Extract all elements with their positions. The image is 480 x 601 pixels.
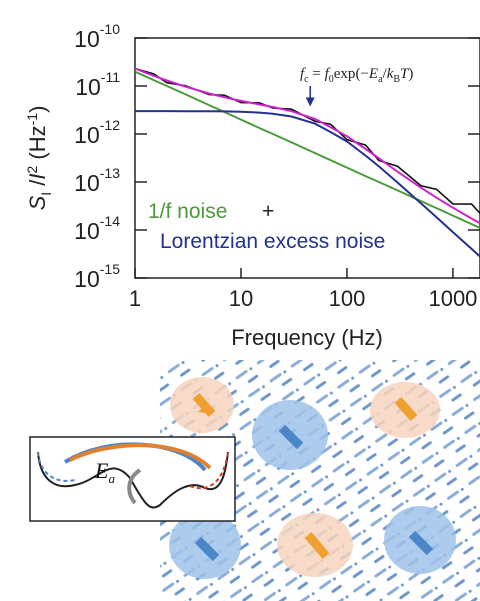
text-part: -15: [100, 261, 120, 277]
y-tick-label: 10-11: [75, 69, 120, 100]
text-part: c: [304, 74, 309, 85]
text-part: =: [309, 66, 325, 82]
legend-text: +: [262, 200, 274, 223]
text-part: S: [25, 195, 50, 210]
y-tick-label: 10-14: [74, 213, 120, 244]
text-part: 0: [329, 74, 334, 85]
x-tick-label: 10: [229, 286, 253, 311]
y-tick-label: 10-10: [74, 21, 120, 52]
text-part: 10: [75, 74, 101, 100]
text-part: ): [408, 66, 413, 82]
text-part: 10: [74, 266, 100, 292]
text-part: a: [378, 74, 383, 85]
x-tick-label: 100: [329, 286, 366, 311]
series-line: [135, 70, 480, 229]
text-part: 10: [74, 122, 100, 148]
legend-text: 1/f noise: [148, 200, 227, 223]
y-tick-label: 10-13: [74, 165, 120, 196]
illustration: Ea: [29, 360, 480, 601]
text-part: ): [25, 106, 50, 113]
text-part: (−: [355, 66, 368, 82]
text-part: E: [368, 66, 378, 82]
text-part: -1: [24, 113, 40, 126]
text-part: 10: [74, 26, 100, 52]
text-part: 10: [74, 218, 100, 244]
text-part: f: [300, 66, 306, 82]
text-part: 2: [24, 165, 40, 173]
text-part: /: [383, 66, 388, 82]
text-part: -14: [100, 213, 120, 229]
text-part: 10: [74, 170, 100, 196]
series-line: [135, 110, 480, 258]
energy-inset: Ea: [29, 436, 236, 522]
y-tick-label: 10-12: [74, 117, 120, 148]
spin-clusters: [169, 377, 456, 579]
text-part: T: [400, 66, 410, 82]
text-part: /: [25, 179, 50, 192]
text-part: -12: [100, 117, 120, 133]
text-part: -10: [100, 21, 120, 37]
legend-text: Lorentzian excess noise: [160, 230, 385, 253]
y-tick-label: 10-15: [74, 261, 120, 292]
text-part: E: [94, 458, 109, 483]
text-part: exp: [334, 66, 356, 82]
text-part: I: [25, 173, 50, 179]
series-line: [135, 67, 480, 224]
x-tick-label: 1000: [428, 286, 477, 311]
text-part: I: [38, 192, 54, 196]
text-part: (Hz: [25, 125, 50, 165]
text-part: -11: [101, 69, 120, 85]
x-tick-label: 1: [129, 286, 141, 311]
plot-frame: [134, 37, 480, 279]
text-part: B: [393, 74, 400, 85]
y-axis-label: SI /I2 (Hz-1): [24, 106, 54, 211]
text-part: -13: [100, 165, 120, 181]
text-part: a: [108, 471, 115, 486]
barrier-label: Ea: [94, 458, 115, 486]
x-axis-label: Frequency (Hz): [231, 325, 383, 350]
annotation: fc = f0exp(−Ea/kBT): [300, 66, 413, 85]
text-part: k: [387, 66, 394, 82]
text-part: f: [325, 66, 331, 82]
